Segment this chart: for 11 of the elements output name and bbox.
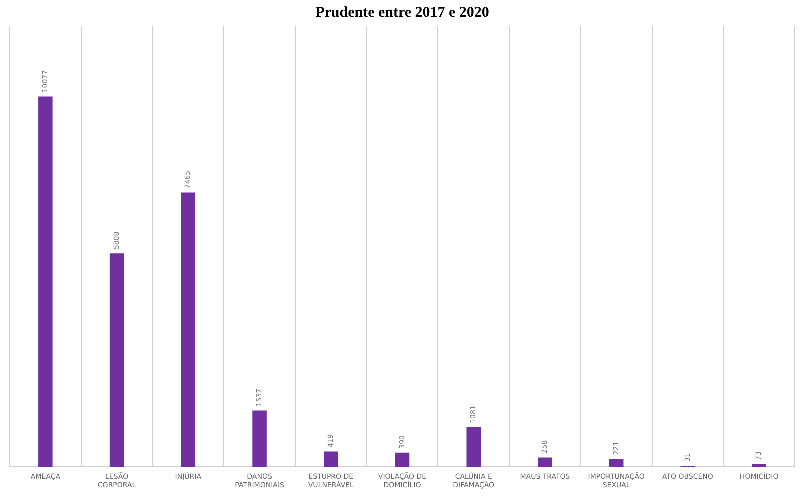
bar [324,452,338,468]
bar [752,464,766,468]
chart-title: Prudente entre 2017 e 2020 [316,4,490,21]
bar [466,427,481,468]
bar [38,96,53,468]
bar [395,452,410,468]
bar [110,254,124,468]
bar [181,192,196,468]
bar [538,458,552,468]
bar [609,459,624,468]
bar [252,410,267,468]
